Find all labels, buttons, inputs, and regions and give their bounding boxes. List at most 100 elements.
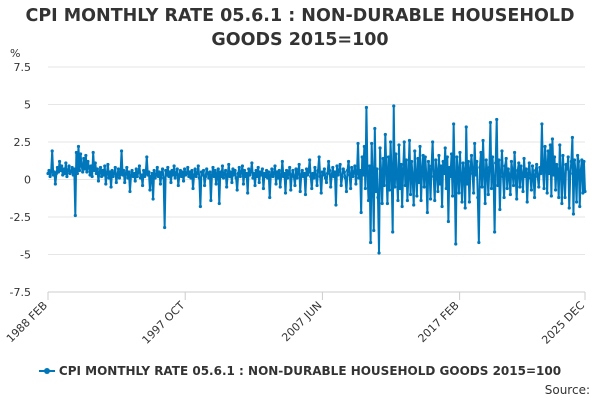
data-point[interactable] [101,168,105,173]
data-point[interactable] [437,153,441,158]
data-point[interactable] [149,174,153,179]
data-point[interactable] [340,174,344,179]
data-point[interactable] [487,165,491,170]
data-point[interactable] [582,159,586,164]
data-point[interactable] [153,176,157,180]
data-point[interactable] [152,168,156,173]
data-point[interactable] [113,165,117,170]
data-point[interactable] [110,168,114,173]
data-point[interactable] [416,156,420,161]
data-point[interactable] [212,174,216,179]
data-point[interactable] [500,149,504,153]
data-point[interactable] [338,162,342,167]
data-point[interactable] [84,153,88,158]
data-point[interactable] [278,185,282,189]
data-point[interactable] [127,170,131,174]
data-point[interactable] [140,183,145,188]
data-point[interactable] [397,143,401,147]
data-point[interactable] [66,168,70,173]
data-point[interactable] [501,174,505,179]
data-point[interactable] [155,165,159,170]
data-point[interactable] [377,251,381,255]
data-point[interactable] [406,173,411,177]
data-point[interactable] [323,176,328,180]
data-point[interactable] [535,162,539,167]
data-point[interactable] [468,167,473,171]
data-point[interactable] [238,174,242,179]
data-point[interactable] [384,168,388,173]
data-point[interactable] [410,159,414,164]
data-point[interactable] [515,197,519,201]
data-point[interactable] [243,174,248,179]
data-point[interactable] [477,240,481,245]
data-point[interactable] [561,153,565,158]
data-point[interactable] [104,182,108,186]
data-point[interactable] [425,210,429,215]
data-point[interactable] [461,161,465,165]
data-point[interactable] [499,170,503,174]
data-point[interactable] [351,174,355,179]
data-point[interactable] [302,171,307,176]
data-point[interactable] [549,194,553,198]
data-point[interactable] [509,159,514,164]
data-point[interactable] [556,168,560,173]
data-point[interactable] [242,168,247,173]
data-point[interactable] [518,185,522,189]
data-point[interactable] [503,164,507,168]
data-point[interactable] [59,168,63,173]
data-point[interactable] [204,174,208,179]
data-point[interactable] [317,155,321,159]
data-point[interactable] [545,191,549,195]
data-point[interactable] [57,159,62,164]
data-point[interactable] [92,168,96,173]
data-point[interactable] [197,176,201,180]
data-point[interactable] [541,168,545,173]
data-point[interactable] [474,173,478,177]
data-point[interactable] [379,170,383,174]
data-point[interactable] [562,174,566,179]
data-point[interactable] [555,162,559,167]
data-point[interactable] [125,165,129,170]
data-point[interactable] [291,168,295,173]
data-point[interactable] [567,206,571,210]
data-point[interactable] [201,168,206,173]
data-point[interactable] [486,192,490,197]
data-point[interactable] [413,149,417,153]
data-point[interactable] [134,167,138,171]
data-point[interactable] [262,171,267,176]
data-point[interactable] [427,167,432,171]
data-point[interactable] [356,141,360,146]
data-point[interactable] [216,167,220,171]
data-point[interactable] [160,167,165,171]
data-point[interactable] [578,204,582,209]
data-point[interactable] [572,158,577,162]
data-point[interactable] [258,170,262,174]
data-point[interactable] [382,183,386,188]
data-point[interactable] [179,174,184,179]
data-point[interactable] [534,168,538,173]
data-point[interactable] [357,176,361,180]
data-point[interactable] [381,156,385,161]
data-point[interactable] [484,158,488,162]
data-point[interactable] [522,156,526,161]
data-point[interactable] [137,164,142,168]
data-point[interactable] [363,186,367,191]
data-point[interactable] [564,162,568,167]
data-point[interactable] [530,164,535,168]
data-point[interactable] [55,165,60,170]
data-point[interactable] [329,185,333,189]
data-point[interactable] [241,182,246,186]
data-point[interactable] [64,161,68,165]
data-point[interactable] [346,159,351,164]
data-point[interactable] [314,173,318,177]
legend-item[interactable]: CPI MONTHLY RATE 05.6.1 : NON-DURABLE HO… [38,364,561,378]
data-point[interactable] [352,170,356,174]
data-point[interactable] [255,174,259,179]
data-point[interactable] [390,173,394,177]
data-point[interactable] [106,162,110,167]
data-point[interactable] [321,173,325,177]
data-point[interactable] [334,203,338,207]
data-point[interactable] [418,144,422,149]
data-point[interactable] [67,164,71,168]
data-point[interactable] [53,182,57,186]
